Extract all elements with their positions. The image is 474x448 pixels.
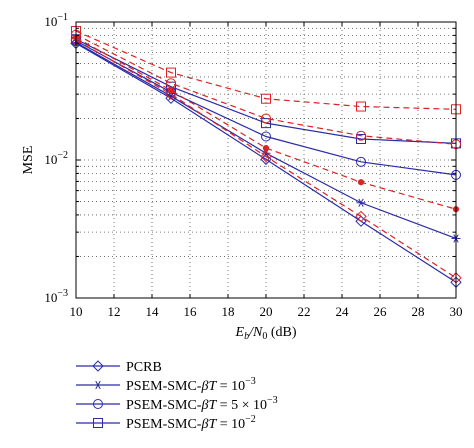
- data-point: [166, 78, 176, 89]
- data-point: [355, 215, 367, 227]
- data-point: [261, 131, 271, 142]
- series-line: [75, 34, 457, 145]
- data-point: [356, 101, 366, 112]
- legend-label: PCRB: [126, 360, 162, 375]
- data-point: [356, 130, 366, 141]
- series-line: [75, 40, 457, 176]
- legend-item: PSEM-SMC-βT = 5 × 10−3: [76, 395, 278, 413]
- data-point: [167, 87, 175, 94]
- x-tick-label: 12: [108, 304, 121, 319]
- legend-label: PSEM-SMC-βT = 5 × 10−3: [126, 395, 278, 413]
- series-line: [75, 42, 457, 283]
- legend-item: PSEM-SMC-βT = 10−3: [76, 376, 256, 394]
- legend-item: PCRB: [76, 360, 162, 375]
- data-point: [356, 198, 366, 207]
- data-point: [261, 93, 271, 104]
- axis-ticks: 10 12 14 16 18 20 22 24 26 28 30 10−3 10−2 10−1: [44, 12, 462, 319]
- x-tick-label: 16: [184, 304, 198, 319]
- data-point: [261, 118, 271, 129]
- series-line: [75, 30, 457, 110]
- x-tick-label: 10: [70, 304, 83, 319]
- data-point: [355, 210, 367, 223]
- axis-labels: Eb/N0 (dB) MSE: [21, 146, 297, 342]
- data-point: [261, 113, 271, 124]
- legend-marker: [93, 399, 103, 409]
- x-tick-label: 22: [298, 304, 311, 319]
- legend-marker: [93, 418, 103, 428]
- legend-marker: [93, 380, 103, 390]
- x-axis-label: Eb/N0 (dB): [235, 325, 297, 342]
- x-tick-label: 28: [412, 304, 425, 319]
- y-tick-label: 10−1: [44, 12, 68, 29]
- x-tick-label: 20: [260, 304, 273, 319]
- data-point: [262, 144, 270, 152]
- x-tick-label: 24: [336, 304, 350, 319]
- x-tick-label: 30: [450, 304, 463, 319]
- series-2: [71, 35, 461, 180]
- data-point: [356, 156, 366, 167]
- x-tick-label: 18: [222, 304, 235, 319]
- legend-item: PSEM-SMC-βT = 10−2: [76, 414, 256, 432]
- data-point: [260, 150, 272, 163]
- y-tick-label: 10−3: [44, 288, 68, 305]
- x-tick-label: 26: [374, 304, 388, 319]
- y-tick-label: 10−2: [44, 150, 68, 167]
- legend-label: PSEM-SMC-βT = 10−3: [126, 376, 256, 394]
- series-line: [75, 39, 457, 279]
- data-point: [357, 179, 365, 186]
- data-point: [356, 133, 366, 144]
- series-line: [75, 37, 457, 210]
- x-tick-label: 14: [146, 304, 160, 319]
- legend-label: PSEM-SMC-βT = 10−2: [126, 414, 256, 432]
- y-axis-label: MSE: [21, 146, 36, 175]
- legend-marker: [92, 360, 104, 372]
- series-layer: [70, 26, 462, 288]
- data-point: [166, 67, 176, 78]
